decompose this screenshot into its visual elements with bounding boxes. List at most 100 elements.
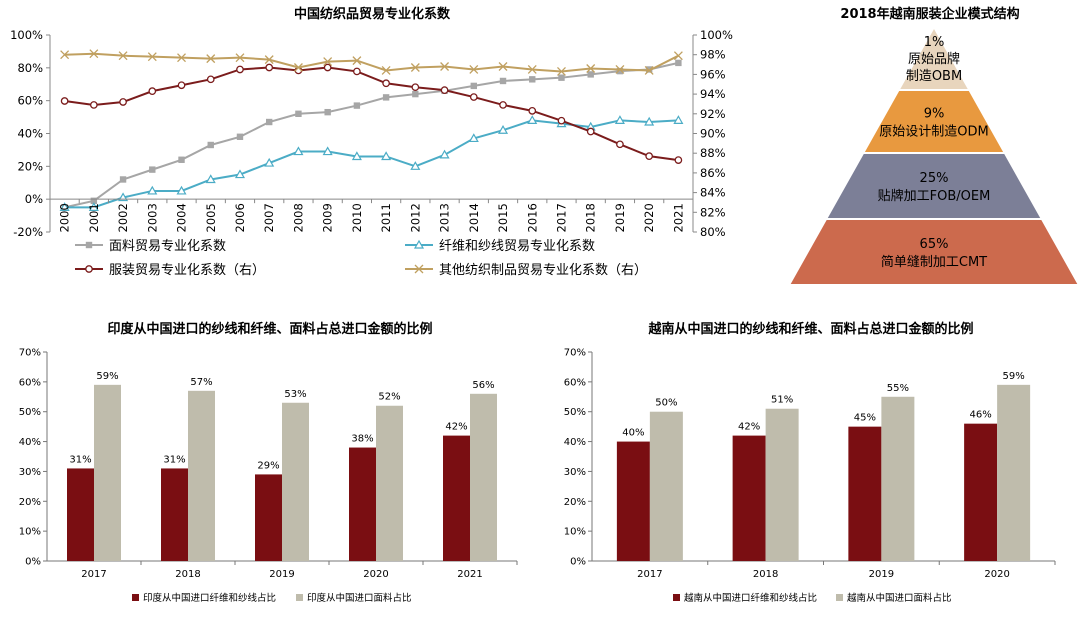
data-point-2 (323, 63, 332, 72)
pyramid-pct: 65% (920, 237, 949, 252)
data-point-1 (673, 115, 684, 124)
x-tick-label: 2020 (984, 569, 1009, 580)
bar-data-label: 50% (655, 398, 677, 409)
data-point-2 (616, 140, 624, 149)
x-tick-label: 2006 (233, 203, 247, 232)
y-tick-label: 50% (564, 407, 586, 418)
data-point-0 (616, 67, 624, 75)
bar-data-label: 57% (190, 377, 212, 388)
data-point-1 (264, 157, 275, 167)
bar-data-label: 53% (284, 389, 306, 400)
x-tick-label: 2015 (496, 203, 510, 232)
data-point-3 (644, 66, 654, 75)
right-tick-label: 94% (700, 87, 726, 101)
bar-1 (997, 384, 1031, 561)
y-tick-label: 50% (19, 407, 41, 418)
legend-label: 其他纺织制品贸易专业化系数（右） (439, 263, 647, 278)
pyramid-pct: 1% (924, 35, 945, 50)
pyramid-label: 制造OBM (906, 69, 962, 84)
y-tick-label: 70% (564, 348, 586, 359)
vietnam-chart-title: 越南从中国进口的纱线和纤维、面料占总进口金额的比例 (647, 321, 973, 337)
right-tick-label: 86% (700, 166, 726, 180)
data-point-3 (615, 65, 625, 74)
legend-swatch (673, 594, 680, 601)
x-tick-label: 2010 (350, 203, 364, 232)
data-point-2 (206, 75, 215, 84)
data-point-2 (89, 101, 98, 109)
bar-1 (94, 384, 121, 561)
data-point-0 (266, 118, 273, 126)
x-tick-label: 2000 (58, 203, 72, 232)
pyramid-label: 贴牌加工FOB/OEM (878, 188, 991, 204)
data-point-3 (586, 64, 596, 73)
legend-label: 纤维和纱线贸易专业化系数 (439, 239, 595, 254)
y-tick-label: 30% (564, 467, 586, 478)
legend-marker (414, 264, 424, 274)
data-point-0 (90, 197, 98, 205)
data-point-1 (381, 151, 392, 161)
left-tick-label: 80% (17, 61, 43, 75)
x-tick-label: 2020 (642, 203, 656, 232)
bar-0 (161, 468, 188, 561)
data-point-3 (293, 63, 303, 72)
data-point-2 (528, 106, 537, 115)
data-point-2 (645, 152, 654, 161)
x-tick-label: 2018 (584, 203, 598, 232)
pyramid-pct: 9% (924, 107, 945, 122)
india-bar-panel: 印度从中国进口的纱线和纤维、面料占总进口金额的比例 0% 10% 20% 30% 40%… (0, 312, 540, 613)
data-point-2 (265, 63, 274, 72)
y-tick-label: 60% (19, 377, 41, 388)
pyramid-title: 2018年越南服装企业模式结构 (840, 6, 1019, 22)
line-chart-title: 中国纺织品贸易专业化系数 (294, 6, 451, 22)
y-tick-label: 0% (25, 557, 41, 568)
data-point-3 (381, 66, 391, 75)
x-tick-label: 2004 (175, 203, 189, 232)
right-tick-label: 80% (700, 225, 726, 239)
legend-label: 越南从中国进口纤维和纱线占比 (684, 592, 817, 604)
y-tick-label: 40% (564, 437, 586, 448)
series-line-3 (64, 52, 679, 73)
x-tick-label: 2021 (671, 203, 685, 232)
data-point-0 (675, 59, 682, 67)
bar-data-label: 55% (887, 383, 909, 394)
x-tick-label: 2013 (438, 203, 452, 232)
data-point-3 (60, 50, 70, 60)
x-tick-label: 2011 (379, 203, 393, 232)
y-tick-label: 10% (19, 527, 41, 538)
right-tick-label: 100% (700, 28, 733, 42)
pyramid-label: 简单缝制加工CMT (881, 254, 987, 270)
legend-label: 印度从中国进口面料占比 (307, 592, 412, 604)
right-tick-label: 92% (700, 107, 726, 121)
data-point-0 (353, 102, 361, 109)
line-chart: 中国纺织品贸易专业化系数 -20% 0% 20% 40% 60% 80% 100% 80% 82… (10, 6, 733, 278)
legend-swatch (836, 594, 843, 601)
x-tick-label: 2018 (753, 569, 778, 580)
data-point-1 (410, 161, 421, 170)
y-tick-label: 0% (570, 557, 586, 568)
india-bar-chart: 印度从中国进口的纱线和纤维、面料占总进口金额的比例 0% 10% 20% 30% 40%… (19, 321, 518, 604)
x-tick-label: 2016 (525, 203, 539, 232)
data-point-1 (468, 133, 479, 143)
x-tick-label: 2018 (175, 569, 200, 580)
left-tick-label: 20% (17, 159, 43, 173)
data-point-1 (293, 146, 304, 156)
data-point-3 (410, 63, 420, 72)
y-tick-label: 60% (564, 377, 586, 388)
data-point-0 (470, 82, 477, 90)
series-line-0 (64, 61, 679, 209)
right-tick-label: 82% (700, 205, 726, 219)
data-point-2 (177, 81, 186, 90)
data-point-0 (178, 156, 185, 163)
bar-data-label: 59% (96, 371, 118, 382)
data-point-1 (234, 169, 246, 179)
bar-data-label: 31% (69, 454, 91, 465)
data-point-3 (352, 56, 362, 66)
data-point-1 (439, 149, 450, 159)
x-tick-label: 2008 (291, 203, 305, 232)
data-point-0 (324, 108, 331, 116)
y-tick-label: 10% (564, 527, 586, 538)
x-tick-label: 2012 (408, 203, 422, 232)
vietnam-bar-panel: 越南从中国进口的纱线和纤维、面料占总进口金额的比例 0% 10% 20% 30% 40%… (540, 312, 1080, 613)
data-point-2 (148, 87, 157, 95)
legend-swatch (132, 594, 139, 601)
